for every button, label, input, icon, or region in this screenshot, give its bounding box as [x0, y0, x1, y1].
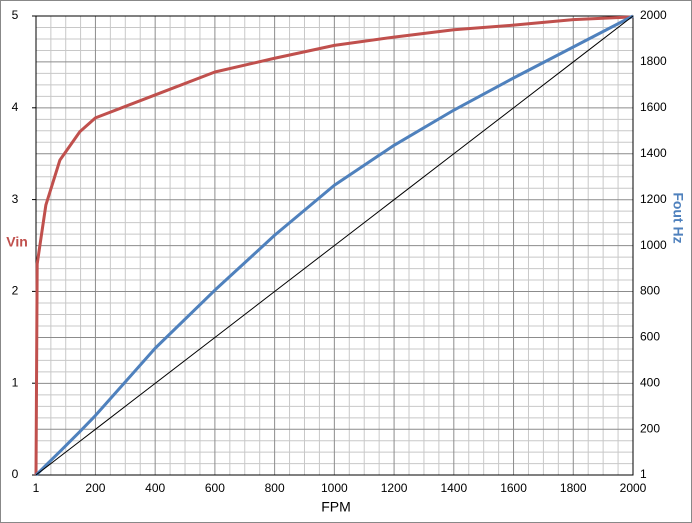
x-tick-label: 1000: [321, 481, 348, 495]
y2-tick-label: 1400: [640, 146, 667, 160]
x-tick-label: 600: [205, 481, 225, 495]
y2-axis-label: Fout Hz: [670, 192, 686, 243]
x-axis-label: FPM: [321, 499, 351, 515]
y2-tick-label: 600: [640, 330, 660, 344]
y2-tick-label: 800: [640, 284, 660, 298]
y-tick-label: 3: [12, 192, 19, 206]
y-tick-label: 5: [12, 8, 19, 22]
y2-tick-label: 1000: [640, 238, 667, 252]
x-tick-label: 1200: [381, 481, 408, 495]
y-tick-label: 0: [12, 467, 19, 481]
series-line: [34, 15, 634, 476]
y2-tick-label: 400: [640, 376, 660, 390]
x-tick-label: 1: [33, 481, 40, 495]
x-tick-label: 400: [145, 481, 165, 495]
x-tick-label: 800: [265, 481, 285, 495]
y-axis-label: Vin: [6, 234, 28, 250]
y2-tick-label: 2000: [640, 8, 667, 22]
y2-tick-label: 200: [640, 421, 660, 435]
x-tick-label: 2000: [620, 481, 647, 495]
y-tick-label: 2: [12, 284, 19, 298]
y2-tick-label: 1600: [640, 100, 667, 114]
series-line: [35, 14, 634, 477]
y-tick-label: 1: [12, 375, 19, 389]
y2-tick-label: 1: [640, 467, 647, 481]
x-tick-label: 200: [85, 481, 105, 495]
y2-tick-label: 1800: [640, 54, 667, 68]
y-tick-label: 4: [12, 100, 19, 114]
series-line: [35, 15, 634, 476]
x-tick-label: 1800: [560, 481, 587, 495]
x-tick-label: 1600: [500, 481, 527, 495]
plot-frame: [35, 15, 634, 476]
y2-tick-label: 1200: [640, 192, 667, 206]
x-tick-label: 1400: [440, 481, 467, 495]
